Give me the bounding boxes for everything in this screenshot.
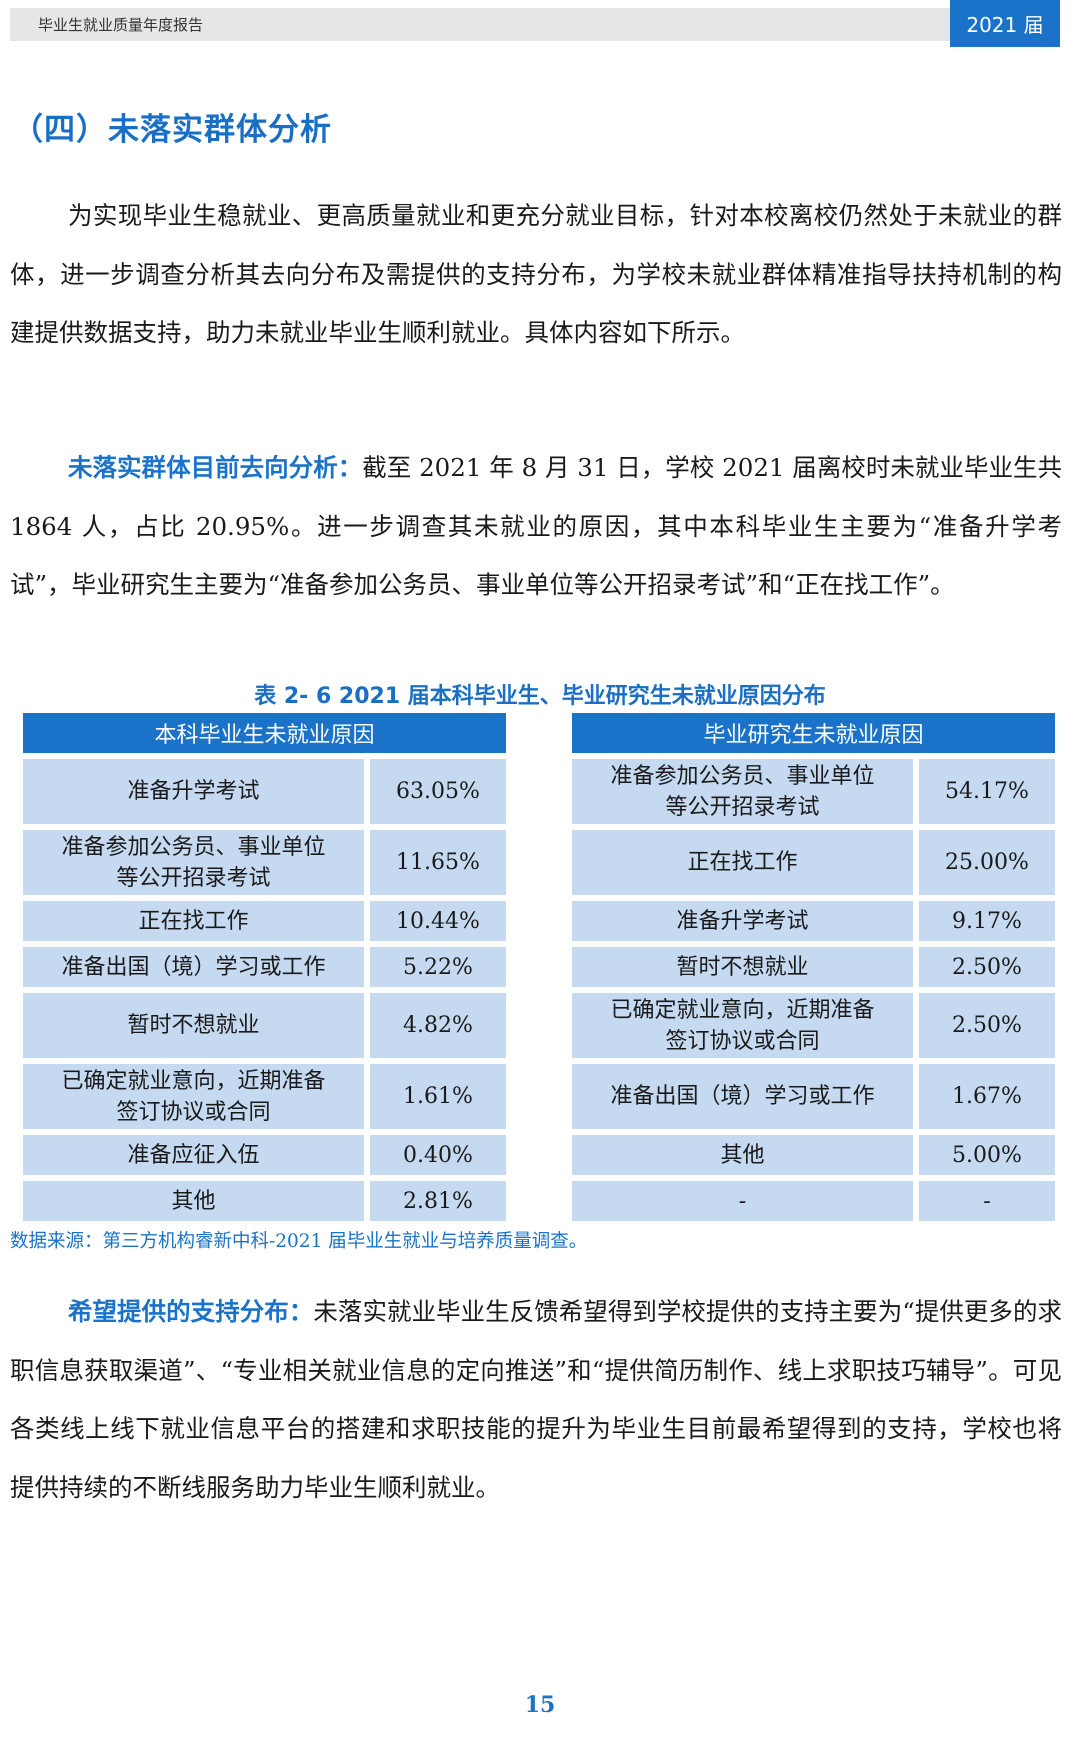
postgrad-percentage-cell: 2.50% bbox=[919, 947, 1055, 987]
undergrad-percentage-cell: 0.40% bbox=[370, 1135, 506, 1175]
destination-lead: 未落实群体目前去向分析： bbox=[68, 453, 363, 482]
postgrad-percentage-cell: - bbox=[919, 1181, 1055, 1221]
postgrad-table-header: 毕业研究生未就业原因 bbox=[572, 713, 1055, 753]
table-row: 准备升学考试 9.17% bbox=[572, 901, 1055, 941]
section-title: （四）未落实群体分析 bbox=[12, 112, 332, 148]
destination-paragraph: 未落实群体目前去向分析：截至 2021 年 8 月 31 日，学校 2021 届… bbox=[10, 439, 1062, 615]
undergrad-reason-cell: 准备升学考试 bbox=[23, 759, 364, 824]
table-row: 暂时不想就业 4.82% bbox=[23, 993, 506, 1058]
undergrad-percentage-cell: 11.65% bbox=[370, 830, 506, 895]
postgrad-percentage-cell: 1.67% bbox=[919, 1064, 1055, 1129]
undergrad-reason-cell: 其他 bbox=[23, 1181, 364, 1221]
intro-paragraph: 为实现毕业生稳就业、更高质量就业和更充分就业目标，针对本校离校仍然处于未就业的群… bbox=[10, 201, 1062, 347]
table-row: -- bbox=[572, 1181, 1055, 1221]
page-number: 15 bbox=[524, 1692, 556, 1718]
table-row: 准备参加公务员、事业单位 等公开招录考试 11.65% bbox=[23, 830, 506, 895]
table-row: 正在找工作 10.44% bbox=[23, 901, 506, 941]
postgrad-percentage-cell: 2.50% bbox=[919, 993, 1055, 1058]
undergrad-percentage-cell: 10.44% bbox=[370, 901, 506, 941]
table-row: 已确定就业意向，近期准备 签订协议或合同 2.50% bbox=[572, 993, 1055, 1058]
undergrad-reason-cell: 准备参加公务员、事业单位 等公开招录考试 bbox=[23, 830, 364, 895]
table-row: 准备出国（境）学习或工作 5.22% bbox=[23, 947, 506, 987]
table-row: 正在找工作 25.00% bbox=[572, 830, 1055, 895]
table-row: 其他 5.00% bbox=[572, 1135, 1055, 1175]
undergrad-percentage-cell: 63.05% bbox=[370, 759, 506, 824]
table-row: 其他 2.81% bbox=[23, 1181, 506, 1221]
data-source-note: 数据来源：第三方机构睿新中科-2021 届毕业生就业与培养质量调查。 bbox=[10, 1231, 588, 1252]
report-year-badge: 2021 届 bbox=[950, 0, 1060, 47]
postgrad-reason-cell: 准备参加公务员、事业单位 等公开招录考试 bbox=[572, 759, 913, 824]
undergrad-reason-cell: 已确定就业意向，近期准备 签订协议或合同 bbox=[23, 1064, 364, 1129]
undergrad-percentage-cell: 2.81% bbox=[370, 1181, 506, 1221]
postgrad-percentage-cell: 9.17% bbox=[919, 901, 1055, 941]
undergrad-reason-cell: 准备应征入伍 bbox=[23, 1135, 364, 1175]
table-caption: 表 2- 6 2021 届本科毕业生、毕业研究生未就业原因分布 bbox=[254, 684, 826, 709]
postgrad-reason-cell: 正在找工作 bbox=[572, 830, 913, 895]
undergrad-reason-cell: 暂时不想就业 bbox=[23, 993, 364, 1058]
postgrad-reason-cell: 准备升学考试 bbox=[572, 901, 913, 941]
postgrad-reason-cell: 准备出国（境）学习或工作 bbox=[572, 1064, 913, 1129]
support-paragraph: 希望提供的支持分布：未落实就业毕业生反馈希望得到学校提供的支持主要为“提供更多的… bbox=[10, 1283, 1062, 1517]
postgrad-reason-cell: 已确定就业意向，近期准备 签订协议或合同 bbox=[572, 993, 913, 1058]
undergrad-table-header: 本科毕业生未就业原因 bbox=[23, 713, 506, 753]
postgrad-percentage-cell: 5.00% bbox=[919, 1135, 1055, 1175]
postgrad-reasons-table: 毕业研究生未就业原因 准备参加公务员、事业单位 等公开招录考试 54.17% 正在找… bbox=[572, 713, 1055, 1221]
postgrad-percentage-cell: 25.00% bbox=[919, 830, 1055, 895]
destination-text: 截至 2021 年 8 月 31 日，学校 2021 届离校时未就业毕业生共 1… bbox=[10, 453, 1063, 599]
table-row: 准备参加公务员、事业单位 等公开招录考试 54.17% bbox=[572, 759, 1055, 824]
support-lead: 希望提供的支持分布： bbox=[68, 1297, 314, 1326]
undergrad-percentage-cell: 5.22% bbox=[370, 947, 506, 987]
postgrad-reason-cell: 暂时不想就业 bbox=[572, 947, 913, 987]
undergrad-percentage-cell: 4.82% bbox=[370, 993, 506, 1058]
support-text: 未落实就业毕业生反馈希望得到学校提供的支持主要为“提供更多的求职信息获取渠道”、… bbox=[10, 1297, 1062, 1502]
table-row: 已确定就业意向，近期准备 签订协议或合同 1.61% bbox=[23, 1064, 506, 1129]
undergrad-reason-cell: 准备出国（境）学习或工作 bbox=[23, 947, 364, 987]
header-bar bbox=[10, 8, 950, 41]
postgrad-reason-cell: 其他 bbox=[572, 1135, 913, 1175]
undergrad-reasons-table: 本科毕业生未就业原因 准备升学考试 63.05% 准备参加公务员、事业单位 等公开招… bbox=[23, 713, 506, 1221]
postgrad-reason-cell: - bbox=[572, 1181, 913, 1221]
undergrad-percentage-cell: 1.61% bbox=[370, 1064, 506, 1129]
table-row: 准备出国（境）学习或工作 1.67% bbox=[572, 1064, 1055, 1129]
report-title: 毕业生就业质量年度报告 bbox=[38, 16, 204, 34]
undergrad-reason-cell: 正在找工作 bbox=[23, 901, 364, 941]
table-row: 准备应征入伍 0.40% bbox=[23, 1135, 506, 1175]
table-row: 准备升学考试 63.05% bbox=[23, 759, 506, 824]
postgrad-percentage-cell: 54.17% bbox=[919, 759, 1055, 824]
table-row: 暂时不想就业 2.50% bbox=[572, 947, 1055, 987]
